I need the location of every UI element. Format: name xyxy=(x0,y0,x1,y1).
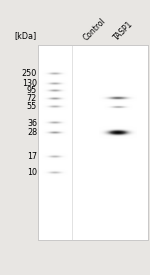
Text: 17: 17 xyxy=(27,152,37,161)
Bar xyxy=(38,45,148,240)
Text: TASP1: TASP1 xyxy=(112,19,135,42)
Text: 36: 36 xyxy=(27,119,37,128)
Text: [kDa]: [kDa] xyxy=(15,31,37,40)
Text: 10: 10 xyxy=(27,168,37,177)
Text: 28: 28 xyxy=(27,128,37,137)
Text: 250: 250 xyxy=(22,69,37,78)
Text: 95: 95 xyxy=(27,86,37,95)
Text: 72: 72 xyxy=(27,94,37,103)
Text: 55: 55 xyxy=(27,102,37,111)
Text: 130: 130 xyxy=(22,79,37,89)
Text: Control: Control xyxy=(82,16,108,42)
